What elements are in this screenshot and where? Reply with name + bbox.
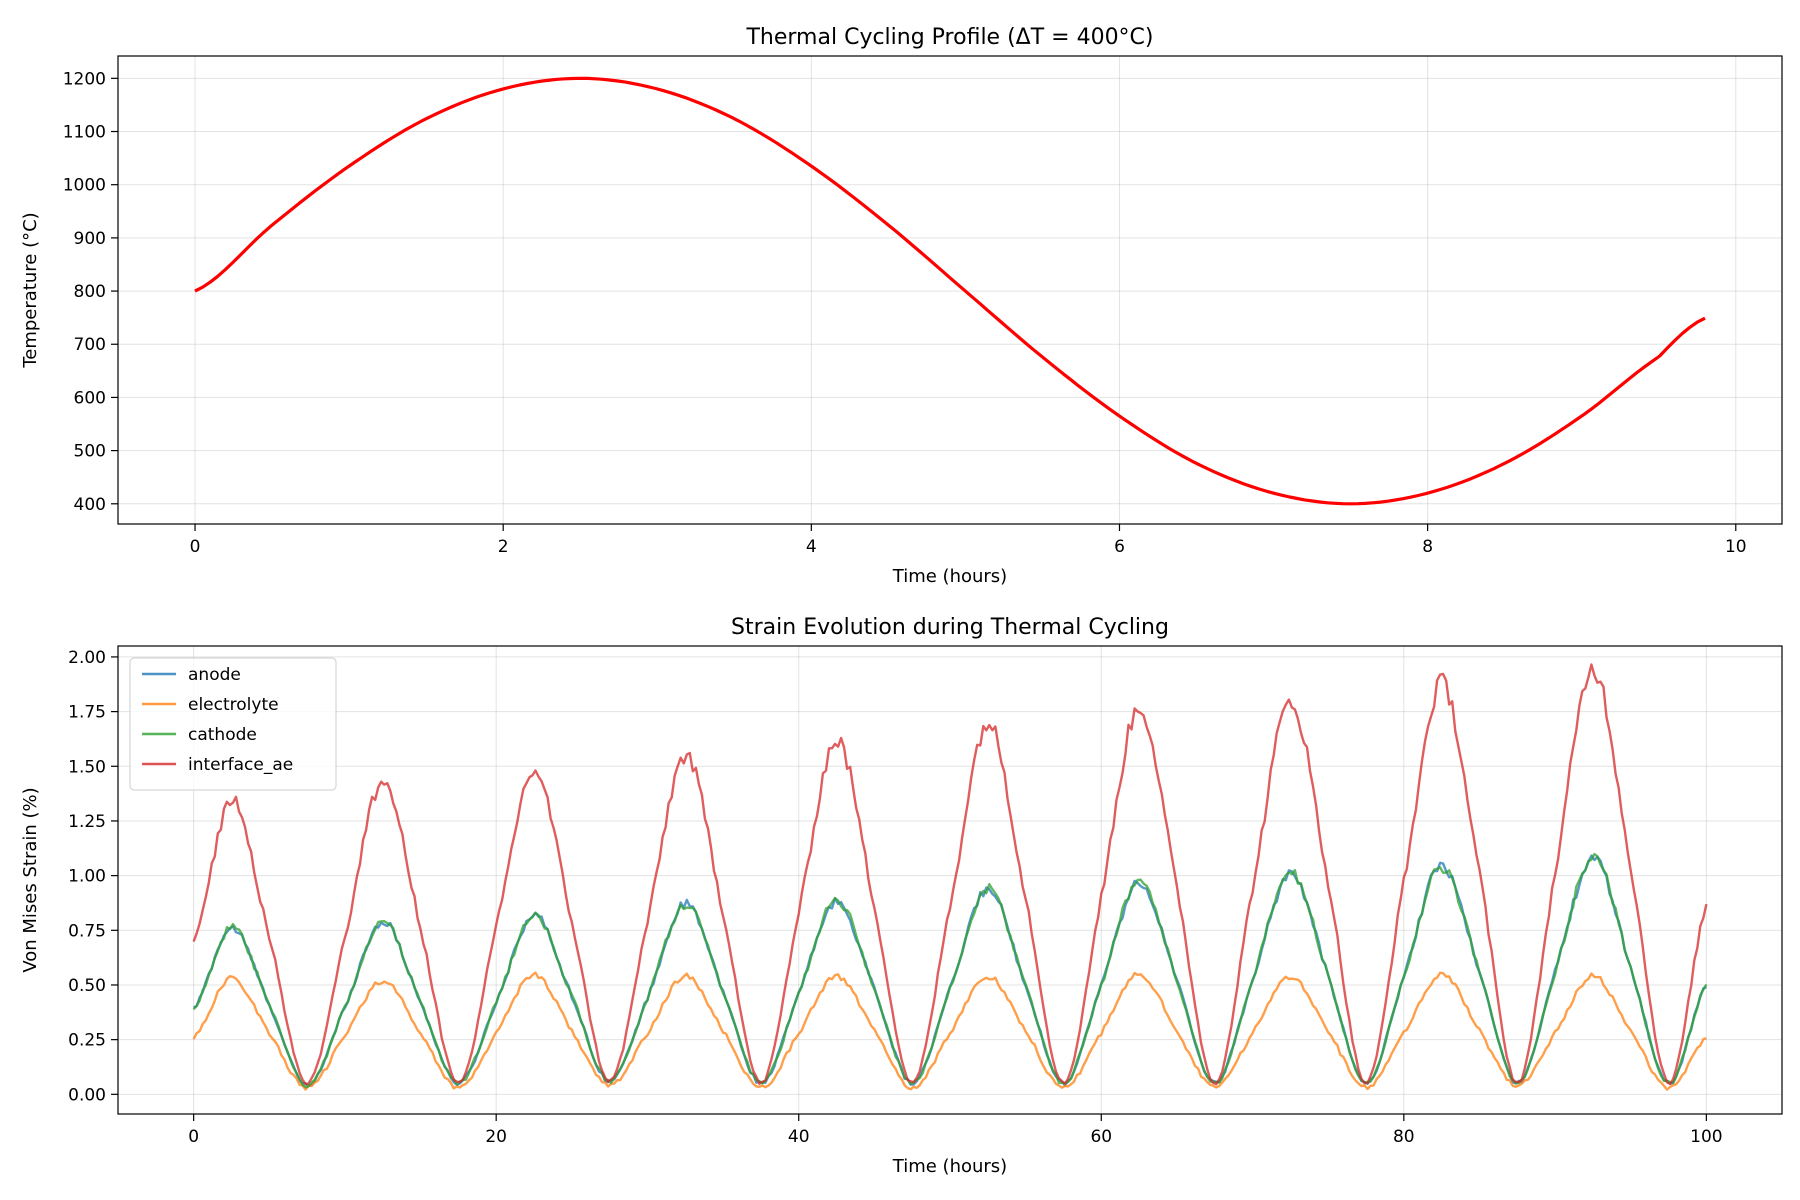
strain-series-line-cathode (192, 852, 1708, 1089)
temperature-chart-title: Thermal Cycling Profile (ΔT = 400°C) (745, 25, 1153, 50)
legend-label-anode: anode (188, 665, 241, 685)
temperature-y-tick-label: 1000 (63, 176, 106, 196)
legend-label-electrolyte: electrolyte (188, 695, 279, 715)
strain-y-tick-label: 1.75 (68, 703, 106, 723)
strain-x-tick-label: 20 (485, 1127, 507, 1147)
temperature-y-tick-label: 400 (74, 495, 106, 515)
temperature-x-tick-label: 4 (806, 537, 817, 557)
temperature-y-tick-label: 900 (74, 229, 106, 249)
temperature-series-line (194, 76, 1706, 506)
strain-x-axis-label: Time (hours) (892, 1156, 1007, 1177)
temperature-y-tick-label: 600 (74, 388, 106, 408)
temperature-x-tick-label: 8 (1422, 537, 1433, 557)
temperature-x-axis-label: Time (hours) (892, 566, 1007, 587)
strain-plot-frame (117, 645, 1783, 1115)
strain-chart-title: Strain Evolution during Thermal Cycling (731, 615, 1169, 640)
strain-x-tick-label: 40 (788, 1127, 810, 1147)
temperature-y-tick-label: 500 (74, 442, 106, 462)
strain-y-tick-label: 0.75 (68, 921, 106, 941)
strain-legend: anode electrolyte cathode interface_ae (129, 657, 337, 791)
temperature-y-tick-label: 700 (74, 335, 106, 355)
temperature-y-tick-label: 800 (74, 282, 106, 302)
temperature-y-tick-label: 1100 (63, 123, 106, 143)
temperature-x-tick-label: 6 (1114, 537, 1125, 557)
strain-y-tick-label: 0.25 (68, 1031, 106, 1051)
temperature-x-tick-label: 0 (190, 537, 201, 557)
strain-y-tick-label: 0.00 (68, 1085, 106, 1105)
strain-y-tick-label: 1.50 (68, 757, 106, 777)
temperature-plot-frame (117, 55, 1783, 525)
strain-y-tick-label: 2.00 (68, 648, 106, 668)
temperature-panel: 0 2 4 6 8 10 400 500 600 700 800 900 1000 1100 1200 Th… (20, 25, 1783, 587)
strain-y-axis-label: Von Mises Strain (%) (20, 787, 41, 972)
strain-panel: 0 20 40 60 80 100 0.00 0.25 0.50 0.75 1.00 1.25 1.50… (20, 615, 1783, 1177)
strain-y-tick-label: 1.00 (68, 867, 106, 887)
temperature-x-tick-label: 10 (1725, 537, 1747, 557)
legend-label-interface_ae: interface_ae (188, 755, 293, 775)
temperature-x-tick-label: 2 (498, 537, 509, 557)
strain-x-tick-label: 80 (1393, 1127, 1415, 1147)
temperature-y-axis-label: Temperature (°C) (20, 212, 41, 368)
strain-series-line-electrolyte (192, 971, 1707, 1091)
strain-x-tick-label: 60 (1090, 1127, 1112, 1147)
temperature-y-tick-label: 1200 (63, 69, 106, 89)
legend-box (129, 657, 337, 791)
strain-x-tick-label: 100 (1690, 1127, 1722, 1147)
strain-series-line-interface_ae (192, 663, 1708, 1086)
strain-y-tick-label: 1.25 (68, 812, 106, 832)
strain-x-tick-label: 0 (188, 1127, 199, 1147)
legend-label-cathode: cathode (188, 725, 257, 745)
strain-y-tick-label: 0.50 (68, 976, 106, 996)
